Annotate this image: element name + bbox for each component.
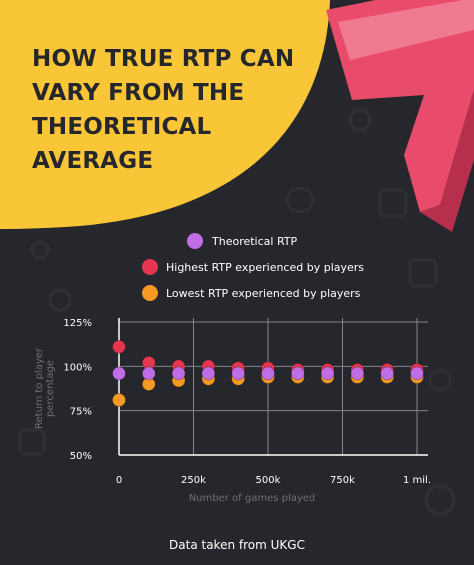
y-tick-label: 100% (63, 362, 92, 373)
legend-item-theoretical: Theoretical RTP (0, 230, 474, 254)
legend-label-highest: Highest RTP experienced by players (166, 261, 365, 274)
y-axis-title-line-2: percentage (45, 360, 56, 417)
x-axis-title: Number of games played (189, 493, 316, 504)
y-tick-label: 75% (70, 407, 92, 418)
legend-swatch-highest (142, 259, 158, 275)
theoretical-point (201, 366, 216, 381)
y-tick-label: 125% (63, 318, 92, 329)
lowest-point (112, 393, 126, 408)
theoretical-point (380, 366, 395, 381)
theoretical-point (231, 366, 246, 381)
title-line-2: VARY FROM THE (32, 80, 245, 106)
legend-item-highest: Highest RTP experienced by players (0, 256, 474, 280)
legend-label-lowest: Lowest RTP experienced by players (166, 287, 361, 300)
title-line-4: AVERAGE (32, 148, 154, 174)
x-tick-label: 750k (330, 475, 355, 486)
theoretical-point (290, 366, 305, 381)
x-tick-label: 0 (116, 475, 122, 486)
theoretical-point (320, 366, 335, 381)
legend-label-theoretical: Theoretical RTP (212, 235, 298, 248)
theoretical-point (410, 366, 424, 381)
x-tick-label: 250k (181, 475, 206, 486)
x-tick-label: 500k (256, 475, 281, 486)
theoretical-point (350, 366, 365, 381)
theoretical-point (171, 366, 186, 381)
title-line-3: THEORETICAL (32, 114, 212, 140)
highest-point (112, 339, 126, 354)
title-line-1: HOW TRUE RTP CAN (32, 46, 295, 72)
title-panel (0, 0, 330, 229)
source-note: Data taken from UKGC (169, 538, 305, 552)
theoretical-point (112, 366, 126, 381)
theoretical-point (261, 366, 275, 381)
lucky-seven-icon (326, 0, 474, 232)
rtp-scatter-chart: 50% 75% 100% 125% 0 250k 500k 750k 1 mil. Number … (34, 318, 431, 504)
legend-swatch-lowest (142, 285, 158, 301)
y-tick-label: 50% (70, 451, 92, 462)
legend-item-lowest: Lowest RTP experienced by players (0, 282, 474, 306)
theoretical-point (141, 366, 156, 381)
x-tick-label: 1 mil. (403, 475, 431, 486)
y-axis-title-line-1: Return to player (34, 347, 45, 429)
legend-swatch-theoretical (187, 233, 203, 249)
